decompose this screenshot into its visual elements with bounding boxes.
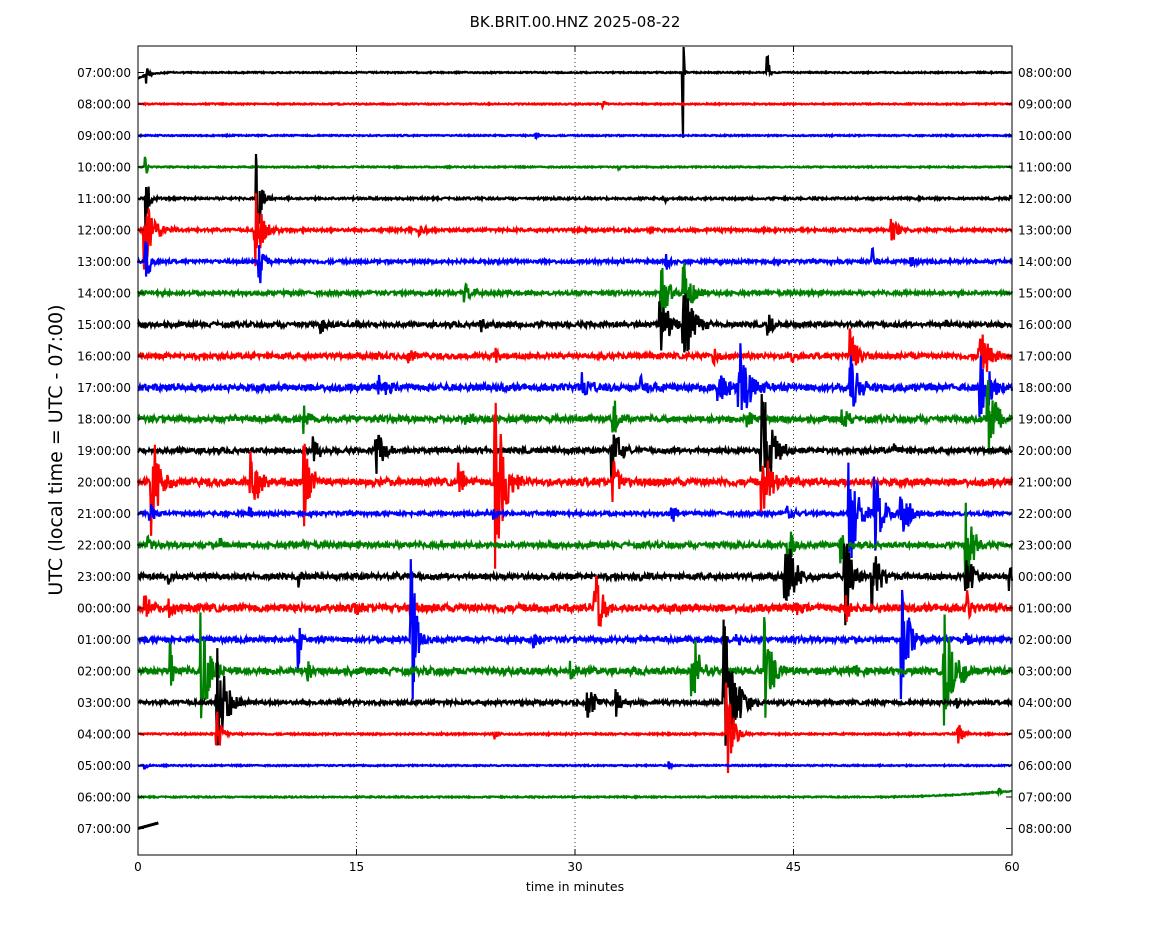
right-tick-label-23: 07:00:00	[1018, 791, 1072, 805]
left-tick-label-9: 16:00:00	[77, 350, 131, 364]
right-tick-label-3: 11:00:00	[1018, 161, 1072, 175]
trace-4	[137, 153, 1013, 233]
left-tick-label-7: 14:00:00	[77, 287, 131, 301]
left-tick-label-10: 17:00:00	[77, 381, 131, 395]
trace-2	[137, 132, 1013, 141]
left-tick-label-16: 23:00:00	[77, 570, 131, 584]
right-tick-label-19: 03:00:00	[1018, 665, 1072, 679]
chart-title: BK.BRIT.00.HNZ 2025-08-22	[470, 13, 681, 31]
x-tick-label-1: 15	[349, 860, 364, 874]
x-tick-label-0: 0	[134, 860, 142, 874]
trace-11	[136, 380, 1014, 455]
left-axis-labels: 07:00:00 08:00:00 09:00:00 10:00:00 11:00:00…	[77, 66, 144, 836]
trace-22	[137, 761, 1013, 771]
trace-19	[137, 612, 1014, 726]
trace-0	[137, 46, 1013, 138]
trace-12	[136, 393, 1013, 486]
y-axis-label: UTC (local time = UTC - 07:00)	[45, 304, 67, 595]
left-tick-label-2: 09:00:00	[77, 129, 131, 143]
trace-lines	[136, 46, 1014, 830]
trace-13	[136, 402, 1014, 569]
left-tick-label-12: 19:00:00	[77, 444, 131, 458]
trace-5	[137, 193, 1013, 270]
left-tick-label-5: 12:00:00	[77, 224, 131, 238]
left-tick-label-22: 05:00:00	[77, 759, 131, 773]
x-tick-label-3: 45	[786, 860, 801, 874]
left-tick-label-15: 22:00:00	[77, 539, 131, 553]
left-tick-label-18: 01:00:00	[77, 633, 131, 647]
trace-7	[136, 262, 1014, 318]
trace-10	[137, 343, 1014, 418]
right-tick-label-15: 23:00:00	[1018, 539, 1072, 553]
right-tick-label-13: 21:00:00	[1018, 476, 1072, 490]
trace-8	[136, 293, 1013, 353]
left-tick-label-3: 10:00:00	[77, 161, 131, 175]
trace-21	[137, 682, 1013, 774]
left-tick-label-19: 02:00:00	[77, 665, 131, 679]
right-tick-label-0: 08:00:00	[1018, 66, 1072, 80]
right-tick-label-10: 18:00:00	[1018, 381, 1072, 395]
right-axis-labels: 08:00:00 09:00:00 10:00:00 11:00:00 12:00:00…	[1006, 66, 1072, 836]
left-tick-label-0: 07:00:00	[77, 66, 131, 80]
trace-18	[137, 559, 1014, 700]
left-tick-label-4: 11:00:00	[77, 192, 131, 206]
trace-3	[137, 156, 1013, 174]
right-tick-label-7: 15:00:00	[1018, 287, 1072, 301]
left-tick-label-20: 03:00:00	[77, 696, 131, 710]
trace-15	[136, 502, 1014, 584]
x-tick-label-4: 60	[1004, 860, 1019, 874]
left-tick-label-17: 00:00:00	[77, 602, 131, 616]
trace-16	[137, 543, 1014, 626]
right-tick-label-9: 17:00:00	[1018, 350, 1072, 364]
right-tick-label-11: 19:00:00	[1018, 413, 1072, 427]
left-tick-label-11: 18:00:00	[77, 413, 131, 427]
left-tick-label-21: 04:00:00	[77, 728, 131, 742]
right-tick-label-24: 08:00:00	[1018, 822, 1072, 836]
right-tick-label-1: 09:00:00	[1018, 98, 1072, 112]
trace-14	[136, 462, 1013, 559]
right-tick-label-18: 02:00:00	[1018, 633, 1072, 647]
left-tick-label-14: 21:00:00	[77, 507, 131, 521]
right-tick-label-21: 05:00:00	[1018, 728, 1072, 742]
right-tick-label-14: 22:00:00	[1018, 507, 1072, 521]
right-tick-label-5: 13:00:00	[1018, 224, 1072, 238]
right-tick-label-6: 14:00:00	[1018, 255, 1072, 269]
left-tick-label-1: 08:00:00	[77, 98, 131, 112]
trace-24	[137, 821, 159, 830]
plot-frame	[137, 45, 1013, 856]
trace-9	[137, 328, 1013, 380]
right-tick-label-22: 06:00:00	[1018, 759, 1072, 773]
right-tick-label-2: 10:00:00	[1018, 129, 1072, 143]
left-tick-label-13: 20:00:00	[77, 476, 131, 490]
x-axis-ticks: 0 15 30 45 60	[134, 46, 1020, 874]
trace-6	[136, 241, 1014, 284]
left-tick-label-23: 06:00:00	[77, 791, 131, 805]
left-tick-label-24: 07:00:00	[77, 822, 131, 836]
right-tick-label-17: 01:00:00	[1018, 602, 1072, 616]
trace-17	[136, 575, 1014, 627]
left-tick-label-8: 15:00:00	[77, 318, 131, 332]
left-tick-label-6: 13:00:00	[77, 255, 131, 269]
x-tick-label-2: 30	[567, 860, 582, 874]
right-tick-label-8: 16:00:00	[1018, 318, 1072, 332]
right-tick-label-16: 00:00:00	[1018, 570, 1072, 584]
right-tick-label-20: 04:00:00	[1018, 696, 1072, 710]
right-tick-label-4: 12:00:00	[1018, 192, 1072, 206]
right-tick-label-12: 20:00:00	[1018, 444, 1072, 458]
trace-20	[137, 619, 1013, 746]
trace-1	[137, 100, 1013, 111]
trace-23	[137, 787, 1013, 800]
x-axis-label: time in minutes	[526, 879, 624, 894]
